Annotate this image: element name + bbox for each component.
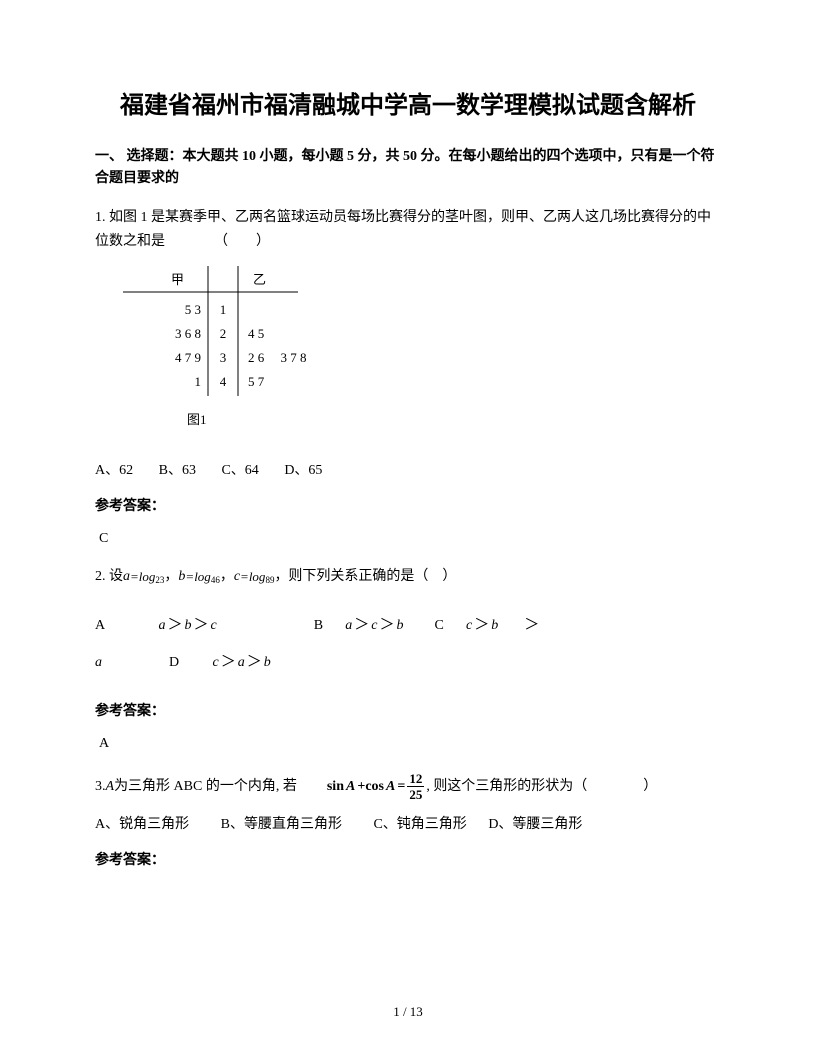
svg-text:4 7 9: 4 7 9 xyxy=(175,350,201,365)
q2-log2: log xyxy=(194,569,211,585)
q2-a1: a xyxy=(159,618,166,633)
document-title: 福建省福州市福清融城中学高一数学理模拟试题含解析 xyxy=(95,90,721,124)
q3-opt-c: C、钝角三角形 xyxy=(373,817,466,832)
svg-text:4: 4 xyxy=(220,374,227,389)
gt-icon: ＞ xyxy=(474,617,489,633)
svg-text:甲: 甲 xyxy=(171,272,184,287)
gt-icon: ＞ xyxy=(524,617,539,633)
page-number: 1 / 13 xyxy=(0,1004,816,1020)
svg-text:3: 3 xyxy=(220,350,227,365)
svg-text:图1: 图1 xyxy=(187,412,207,427)
q3-opt-b: B、等腰直角三角形 xyxy=(221,817,342,832)
svg-text:2 6 3 7 8: 2 6 3 7 8 xyxy=(248,350,307,365)
section-heading: 一、 选择题：本大题共 10 小题，每小题 5 分，共 50 分。在每小题给出的… xyxy=(95,146,721,191)
gt-icon: ＞ xyxy=(168,617,183,633)
q2-log1: log xyxy=(139,569,156,585)
q2-d3: b xyxy=(264,655,271,670)
svg-text:5 7: 5 7 xyxy=(248,374,265,389)
q2-opt-b-label: B xyxy=(314,608,342,643)
svg-text:1: 1 xyxy=(195,374,202,389)
gt-icon: ＞ xyxy=(354,617,369,633)
q3-opt-a: A、锐角三角形 xyxy=(95,817,189,832)
gt-icon: ＞ xyxy=(379,617,394,633)
q2-opt-d-label: D xyxy=(169,645,209,680)
q2-a3: c xyxy=(211,618,217,633)
q2-b2: c xyxy=(371,618,377,633)
q2-opt-a-label: A xyxy=(95,608,155,643)
q3-answer-label: 参考答案： xyxy=(95,849,721,869)
q2-var-a: a xyxy=(123,569,130,585)
q3-prefix: 3. xyxy=(95,775,106,799)
q1-opt-c: C、64 xyxy=(221,463,258,478)
q1-answer-label: 参考答案： xyxy=(95,495,721,515)
stem-leaf-diagram: 甲 乙 5 3 1 3 6 8 2 4 5 4 7 9 3 2 6 3 7 8 … xyxy=(123,266,721,441)
q2-a2: b xyxy=(185,618,192,633)
svg-text:3 6 8: 3 6 8 xyxy=(175,326,201,341)
q2-d2: a xyxy=(238,655,245,670)
q3-frac: 12 25 xyxy=(407,772,424,801)
q3-mid2: , 则这个三角形的形状为（ ） xyxy=(426,775,657,799)
q2-tail: ，则下列关系正确的是（ ） xyxy=(274,565,456,585)
q2-prefix: 2. 设 xyxy=(95,565,123,585)
svg-text:1: 1 xyxy=(220,302,227,317)
q3-sin: sin xyxy=(327,775,344,799)
q3-A: A xyxy=(106,775,115,799)
q3-num: 12 xyxy=(407,772,424,787)
q3-mid1: 为三角形 ABC 的一个内角, 若 xyxy=(114,775,297,799)
q3-text: 3. A 为三角形 ABC 的一个内角, 若 sin A + cos A = 1… xyxy=(95,772,721,801)
q2-log3: log xyxy=(249,569,266,585)
q2-var-b: b xyxy=(178,569,185,585)
q2-c2: b xyxy=(491,618,498,633)
q3-opt-d: D、等腰三角形 xyxy=(488,817,582,832)
q3-plus: + xyxy=(357,775,365,799)
q2-eq1: = xyxy=(130,569,139,585)
q2-options: A a＞b＞c B a＞c＞b C c＞b＞ a D c＞a＞b xyxy=(95,607,721,682)
svg-text:4 5: 4 5 xyxy=(248,326,264,341)
gt-icon: ＞ xyxy=(194,617,209,633)
q3-den: 25 xyxy=(407,787,424,801)
q1-opt-a: A、62 xyxy=(95,463,133,478)
svg-text:2: 2 xyxy=(220,326,227,341)
q2-opt-c-label: C xyxy=(435,608,463,643)
q1-text: 1. 如图 1 是某赛季甲、乙两名篮球运动员每场比赛得分的茎叶图，则甲、乙两人这… xyxy=(95,206,721,254)
q3-eq: = xyxy=(397,775,405,799)
q2-c1: c xyxy=(466,618,472,633)
q1-opt-b: B、63 xyxy=(159,463,196,478)
q3-options: A、锐角三角形 B、等腰直角三角形 C、钝角三角形 D、等腰三角形 xyxy=(95,813,721,837)
q1-options: A、62 B、63 C、64 D、65 xyxy=(95,459,721,479)
svg-text:5 3: 5 3 xyxy=(185,302,201,317)
stem-leaf-svg: 甲 乙 5 3 1 3 6 8 2 4 5 4 7 9 3 2 6 3 7 8 … xyxy=(123,266,393,436)
q2-d1: c xyxy=(213,655,219,670)
q1-opt-d: D、65 xyxy=(284,463,322,478)
q2-comma1: ， xyxy=(164,565,178,585)
q2-answer-label: 参考答案： xyxy=(95,700,721,720)
q2-b3: b xyxy=(397,618,404,633)
q3-sinA: A xyxy=(346,775,355,799)
q2-c3: a xyxy=(95,655,102,670)
q2-b1: a xyxy=(345,618,352,633)
q3-cos: cos xyxy=(365,775,384,799)
gt-icon: ＞ xyxy=(221,654,236,670)
q2-comma2: ， xyxy=(220,565,234,585)
q2-answer: A xyxy=(99,736,721,752)
q1-answer: C xyxy=(99,531,721,547)
q2-eq2: = xyxy=(185,569,194,585)
q2-eq3: = xyxy=(240,569,249,585)
svg-text:乙: 乙 xyxy=(253,272,266,287)
q3-cosA: A xyxy=(386,775,395,799)
gt-icon: ＞ xyxy=(247,654,262,670)
q2-text: 2. 设 a = log23 ， b = log46 ， c = log89 ，… xyxy=(95,565,721,585)
